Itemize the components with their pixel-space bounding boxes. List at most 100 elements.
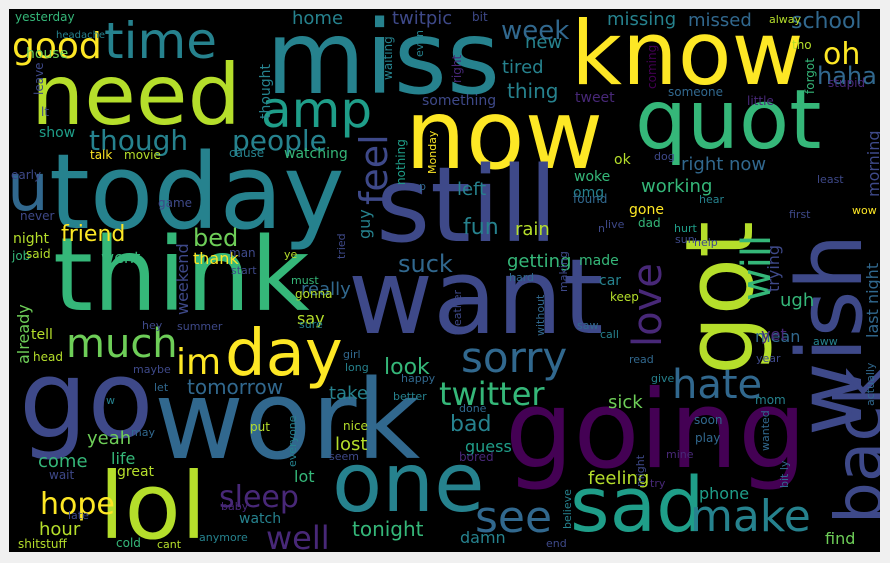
word: already bbox=[14, 304, 33, 364]
word: say bbox=[297, 309, 325, 328]
word: someone bbox=[668, 85, 723, 99]
word: seem bbox=[329, 450, 359, 463]
word: lt bbox=[41, 105, 50, 119]
word: guy bbox=[355, 209, 374, 239]
word: damn bbox=[460, 528, 506, 547]
word: much bbox=[66, 321, 178, 367]
word: made bbox=[579, 253, 619, 269]
word: trying bbox=[764, 244, 783, 292]
word: tonight bbox=[352, 517, 424, 541]
word: lol bbox=[99, 453, 207, 553]
word: thing bbox=[507, 79, 559, 103]
word: left bbox=[457, 179, 487, 200]
word: rain bbox=[515, 219, 550, 240]
word: take bbox=[329, 383, 368, 404]
word: making bbox=[557, 251, 570, 292]
word: bed bbox=[193, 224, 239, 252]
word: maybe bbox=[133, 363, 171, 376]
word: let bbox=[154, 381, 169, 394]
word: tomorrow bbox=[187, 375, 284, 399]
word: sleep bbox=[219, 480, 299, 515]
word: weather bbox=[451, 289, 464, 335]
word: must bbox=[291, 274, 319, 287]
word: sick bbox=[608, 392, 643, 413]
word: long bbox=[345, 361, 369, 374]
word: right bbox=[450, 54, 464, 83]
word: morning bbox=[864, 130, 880, 197]
word: hard bbox=[509, 271, 535, 284]
word: fun bbox=[463, 215, 499, 240]
word: first bbox=[789, 208, 811, 221]
word: alway bbox=[769, 13, 802, 26]
word: girl bbox=[343, 348, 361, 361]
word: said bbox=[26, 247, 51, 261]
word: im bbox=[176, 342, 222, 383]
word: least bbox=[817, 173, 844, 186]
word: job bbox=[12, 249, 31, 263]
word: ugh bbox=[780, 290, 815, 311]
word: day bbox=[225, 317, 343, 391]
word: see bbox=[475, 492, 553, 543]
word: watching bbox=[284, 146, 348, 162]
word: tried bbox=[335, 233, 348, 259]
word: soon bbox=[694, 413, 723, 427]
word: keep bbox=[610, 290, 639, 304]
word: quot bbox=[635, 73, 822, 168]
word: twitter bbox=[439, 375, 545, 413]
word: haha bbox=[817, 62, 877, 90]
word: omg bbox=[573, 185, 605, 201]
word: done bbox=[459, 402, 487, 415]
word: need bbox=[31, 46, 241, 144]
word: year bbox=[756, 352, 781, 365]
word: night bbox=[13, 231, 50, 247]
word: wow bbox=[852, 204, 877, 217]
word: put bbox=[250, 420, 270, 434]
word: hear bbox=[699, 193, 725, 206]
word: better bbox=[393, 390, 427, 403]
word: ok bbox=[614, 152, 631, 168]
word: read bbox=[629, 353, 654, 366]
word: bored bbox=[459, 450, 494, 464]
word: house bbox=[26, 46, 69, 62]
word: now bbox=[405, 79, 604, 191]
word: thank bbox=[193, 249, 239, 268]
word: bad bbox=[450, 412, 492, 437]
word: u bbox=[9, 149, 49, 226]
word: feel bbox=[352, 134, 396, 205]
word: gone bbox=[629, 202, 664, 218]
word: mine bbox=[666, 448, 694, 461]
word: twitpic bbox=[392, 9, 453, 29]
word: help bbox=[694, 236, 718, 249]
word: make bbox=[690, 491, 811, 542]
word: lot bbox=[294, 467, 315, 486]
word: friend bbox=[61, 222, 126, 247]
word: well bbox=[266, 519, 330, 552]
word: found bbox=[573, 192, 608, 206]
word: mean bbox=[755, 327, 801, 346]
word: sad bbox=[570, 460, 705, 549]
word: mom bbox=[755, 393, 786, 407]
word: cause bbox=[229, 146, 265, 160]
word: look bbox=[384, 355, 430, 380]
word: watch bbox=[239, 511, 282, 527]
word: everyone bbox=[286, 415, 299, 467]
word: know bbox=[571, 9, 804, 105]
word: thought bbox=[258, 63, 274, 119]
word: went bbox=[101, 248, 141, 267]
word: tell bbox=[31, 327, 53, 343]
word: cold bbox=[116, 536, 141, 550]
word: lost bbox=[335, 434, 368, 455]
word: sure bbox=[299, 318, 323, 331]
word: hey bbox=[142, 319, 163, 332]
word: hour bbox=[39, 519, 81, 540]
word: gonna bbox=[295, 287, 333, 301]
word: man bbox=[229, 246, 256, 260]
word: start bbox=[231, 264, 257, 277]
word: dog bbox=[654, 150, 675, 163]
word: may bbox=[131, 426, 155, 439]
word: shitstuff bbox=[18, 537, 67, 551]
word: waiting bbox=[381, 36, 395, 80]
word: bit ly bbox=[778, 460, 791, 488]
word: end bbox=[546, 537, 567, 550]
word: leave bbox=[32, 62, 46, 95]
